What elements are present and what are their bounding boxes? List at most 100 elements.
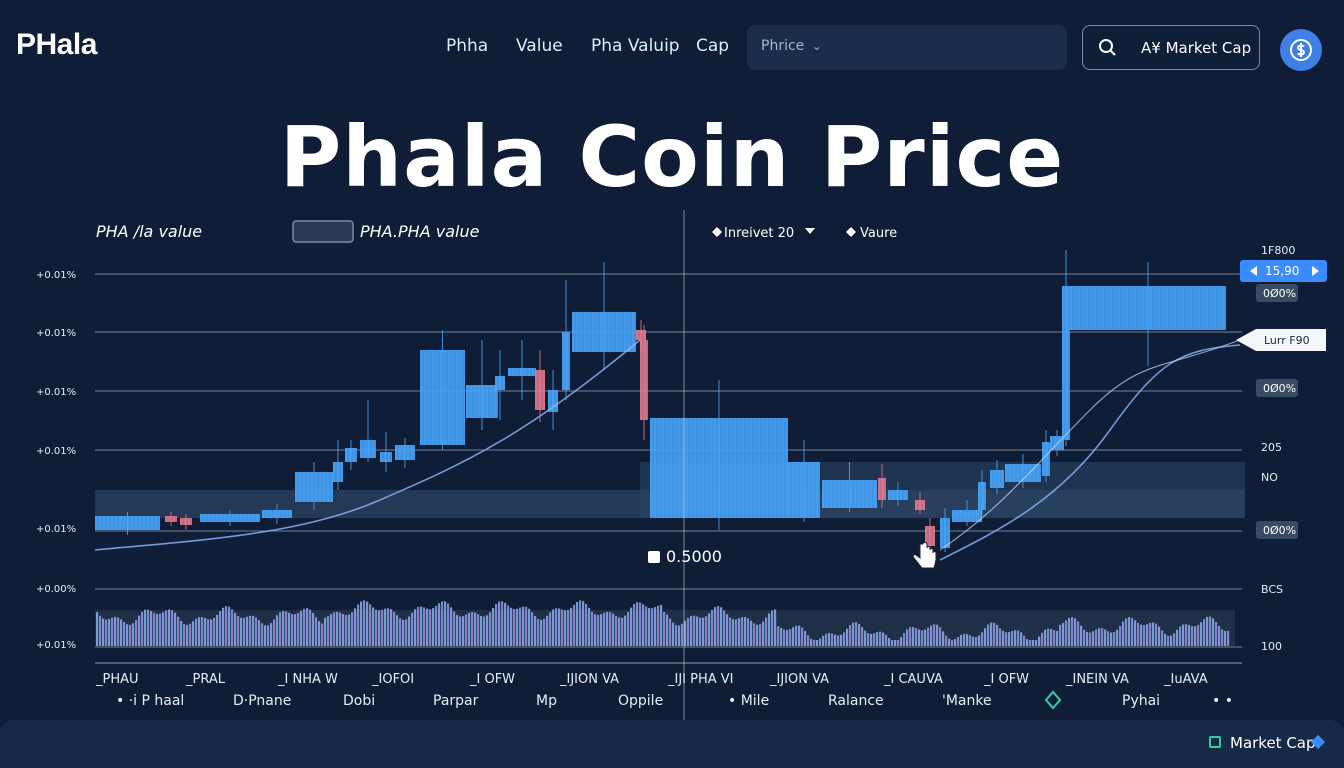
price-chart[interactable]: PHA /la value PHA.PHA value Inreivet 20 … [0,200,1344,720]
volume-bar [837,635,840,646]
volume-bar [1143,625,1146,646]
nav-item-cap[interactable]: Cap [696,36,730,56]
volume-bar [738,618,741,646]
volume-bar [1080,625,1083,646]
volume-bar [981,632,984,646]
series-toggle-box[interactable] [292,220,354,243]
volume-bar [120,619,123,646]
volume-bar [390,609,393,646]
legend-label[interactable]: D·Pnane [233,693,291,709]
volume-bar [945,635,948,646]
volume-bar [846,628,849,646]
volume-bar [672,622,675,646]
volume-bar [135,619,138,646]
legend-label[interactable]: • ·i P haal [116,693,184,709]
volume-bar [654,607,657,646]
volume-bar [660,604,663,646]
legend-label[interactable]: Ralance [828,693,884,709]
volume-bar [1224,630,1227,646]
volume-bar [99,615,102,646]
volume-bar [1050,628,1053,646]
volume-bar [375,609,378,646]
candle-body [562,332,570,390]
price-select-box[interactable]: Phrice ⌄ [747,25,1067,70]
volume-bar [756,624,759,646]
page-title: Phala Coin Price [279,108,1065,206]
x-axis-label: _IuAVA [1163,672,1208,687]
legend-label[interactable]: • • [1212,693,1233,709]
volume-bar [687,617,690,646]
volume-bar [453,611,456,646]
volume-bar [495,604,498,646]
legend-label[interactable]: • Mile [728,693,769,709]
moving-average-line-2 [939,339,1241,551]
volume-bar [222,607,225,646]
volume-bar [1113,632,1116,646]
volume-bar [183,623,186,646]
volume-bar [855,622,858,646]
nav-item-pha-value[interactable]: Pha Valuip [591,36,680,56]
volume-bar [795,625,798,646]
price-select[interactable]: Phrice ⌄ [761,38,822,54]
volume-bar [933,624,936,646]
legend-label[interactable]: Oppile [618,693,663,709]
volume-bar [753,623,756,646]
nav-item-value[interactable]: Value [516,36,563,56]
volume-bar [927,627,930,646]
volume-bar [336,611,339,646]
volume-bar [108,618,111,646]
volume-bar [609,612,612,646]
volume-bar [903,633,906,646]
volume-bar [597,615,600,646]
volume-bar [159,613,162,646]
volume-bar [1176,629,1179,646]
volume-bar [288,612,291,646]
legend-label[interactable]: 'Manke [942,693,992,709]
legend-label[interactable]: Mp [536,693,557,709]
volume-bar [516,608,519,646]
volume-bar [381,609,384,646]
volume-bar [708,613,711,646]
volume-bar [810,638,813,646]
volume-bar [606,611,609,646]
market-cap-search-button[interactable]: A¥ Market Cap [1082,25,1260,70]
volume-bar [834,634,837,646]
volume-bar [1146,624,1149,646]
value-toggle[interactable]: Vaure [846,226,897,241]
candle-body [1070,286,1226,330]
volume-bar [483,616,486,646]
volume-bar [870,633,873,646]
volume-bar [144,609,147,646]
volume-bar [771,610,774,646]
interval-dropdown[interactable]: Inreivet 20 [712,226,815,241]
footer-market-cap[interactable]: Market Cap [1230,734,1316,752]
app-logo[interactable]: PHala [16,28,97,61]
volume-bar [261,623,264,646]
volume-bar [954,639,957,646]
volume-bar [1221,629,1224,646]
volume-bar [567,609,570,646]
legend-label[interactable]: Dobi [343,693,375,709]
legend-label[interactable]: Parpar [433,693,479,709]
candle-body [978,482,986,510]
last-price-tag [1236,329,1326,351]
volume-bar [1179,626,1182,646]
arrow-left-icon [1250,266,1257,276]
volume-bar [999,628,1002,646]
volume-bar [357,604,360,646]
volume-bar [363,600,366,646]
coin-account-button[interactable] [1280,29,1322,71]
volume-bar [231,609,234,646]
volume-bar [1167,635,1170,646]
x-axis-label: _IOFOI [371,672,414,687]
volume-bar [555,608,558,646]
volume-bar [792,627,795,646]
volume-bar [960,634,963,646]
legend-label[interactable]: Pyhai [1122,693,1160,709]
volume-bar [600,614,603,646]
x-axis-label: _INEIN VA [1065,672,1129,687]
volume-bar [645,606,648,646]
candle-body [165,516,177,522]
volume-bar [648,608,651,646]
nav-item-phha[interactable]: Phha [446,36,489,56]
